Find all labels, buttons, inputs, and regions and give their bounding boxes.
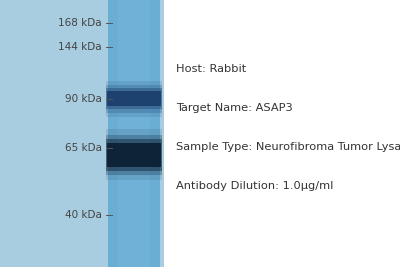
Text: Antibody Dilution: 1.0µg/ml: Antibody Dilution: 1.0µg/ml [176,180,333,191]
Bar [106,139,162,171]
Bar [106,135,162,175]
Bar [118,0,150,267]
Text: 168 kDa: 168 kDa [58,18,102,28]
Text: Target Name: ASAP3: Target Name: ASAP3 [176,103,293,113]
Bar [106,81,162,117]
Text: 40 kDa: 40 kDa [65,210,102,220]
Bar [106,129,162,180]
Text: Host: Rabbit: Host: Rabbit [176,64,246,74]
Text: 90 kDa: 90 kDa [65,94,102,104]
Bar [108,0,160,267]
Text: 65 kDa: 65 kDa [65,143,102,153]
Bar [107,91,161,106]
Text: Sample Type: Neurofibroma Tumor Lysate: Sample Type: Neurofibroma Tumor Lysate [176,142,400,152]
Bar [107,143,161,167]
Bar [106,88,162,109]
Text: 144 kDa: 144 kDa [58,42,102,52]
Bar [0,0,164,267]
Bar [106,85,162,113]
